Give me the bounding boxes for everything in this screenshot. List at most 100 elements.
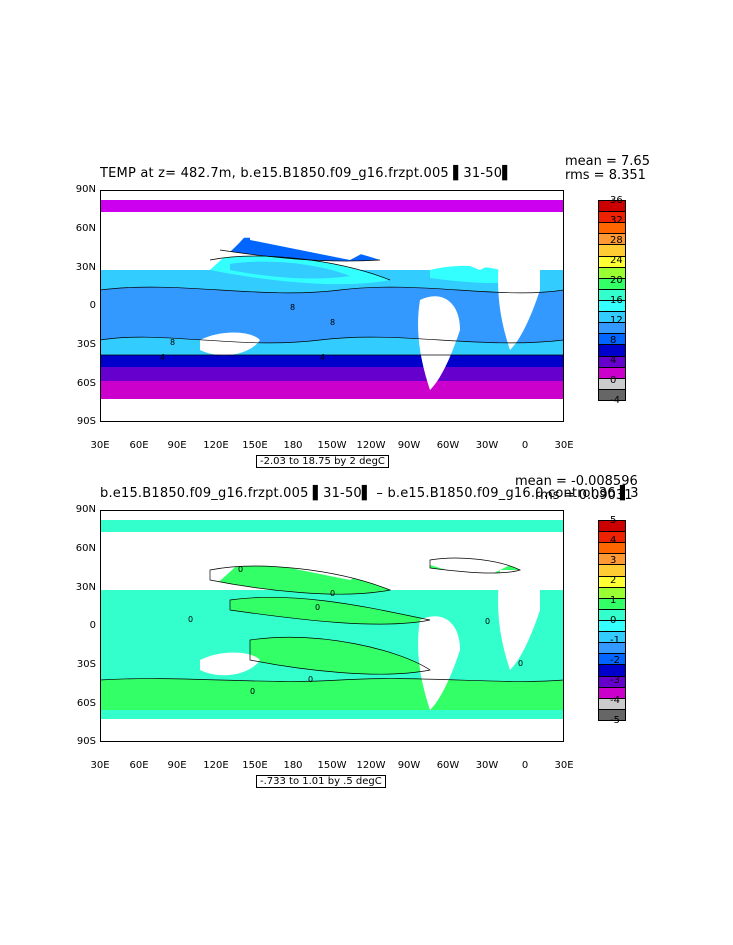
contour-label: 8 [330, 318, 335, 327]
contour-label: 0 [518, 659, 523, 668]
colorbar-label: 24 [610, 255, 623, 266]
antarctica-landmass [100, 399, 564, 422]
y-tick-label: 30N [75, 262, 96, 273]
australia-landmass [200, 332, 260, 356]
y-tick-label: 90S [76, 416, 96, 427]
x-tick-label: 180 [283, 760, 303, 771]
colorbar-swatch [598, 388, 626, 401]
x-tick-label: 150E [242, 440, 268, 451]
x-tick-label: 150W [317, 440, 347, 451]
x-tick-label: 60E [129, 440, 149, 451]
x-tick-label: 120W [356, 760, 386, 771]
colorbar-label: -1 [610, 635, 620, 646]
colorbar-label: 4 [610, 355, 617, 366]
x-tick-label: 30E [90, 440, 110, 451]
x-tick-label: 0 [521, 760, 529, 771]
colorbar-label: 4 [610, 535, 617, 546]
x-tick-label: 150W [317, 760, 347, 771]
x-tick-label: 150E [242, 760, 268, 771]
y-tick-label: 90N [75, 504, 96, 515]
y-tick-label: 30N [75, 582, 96, 593]
x-tick-label: 0 [521, 440, 529, 451]
y-tick-label: 90S [76, 736, 96, 747]
colorbar-label: 28 [610, 235, 623, 246]
x-tick-label: 120E [203, 760, 229, 771]
map-title: b.e15.B1850.f09_g16.frzpt.005 ▌31-50▌ – … [100, 486, 639, 501]
colorbar-label: 20 [610, 275, 623, 286]
colorbar-label: 3 [610, 555, 617, 566]
colorbar-swatch [598, 708, 626, 721]
north-america-landmass [250, 212, 430, 260]
contour-range-label: -2.03 to 18.75 by 2 degC [256, 455, 389, 468]
x-tick-label: 90W [397, 440, 421, 451]
x-tick-label: 60W [436, 440, 460, 451]
australia-landmass [200, 652, 260, 676]
x-tick-label: 60E [129, 760, 149, 771]
colorbar-label: -4 [610, 695, 620, 706]
y-tick-label: 60S [76, 698, 96, 709]
contour-label: 0 [238, 565, 243, 574]
difference-map: 0 0 0 0 0 0 0 0 [100, 510, 564, 742]
mean-value: mean = 7.65 [565, 154, 650, 169]
y-tick-label: 60N [75, 223, 96, 234]
contour-label: 0 [485, 617, 490, 626]
contour-label: 8 [290, 303, 295, 312]
x-tick-label: 30W [475, 760, 499, 771]
colorbar-label: 32 [610, 215, 623, 226]
x-tick-label: 30W [475, 440, 499, 451]
contour-label: 8 [170, 338, 175, 347]
colorbar-label: 0 [610, 375, 617, 386]
arctic-band [100, 520, 564, 532]
x-tick-label: 90E [167, 760, 187, 771]
x-tick-label: 90W [397, 760, 421, 771]
colorbar-label: -5 [610, 715, 620, 726]
asia-landmass [100, 532, 250, 590]
asia-landmass [100, 212, 250, 270]
colorbar-label: -3 [610, 675, 620, 686]
map-title: TEMP at z= 482.7m, b.e15.B1850.f09_g16.f… [100, 166, 513, 181]
colorbar-label: 16 [610, 295, 623, 306]
rms-value: rms = 8.351 [565, 168, 646, 183]
africa-landmass [498, 250, 540, 350]
temperature-map: 8 8 8 4 4 [100, 190, 564, 422]
x-tick-label: 120E [203, 440, 229, 451]
contour-label: 4 [160, 353, 165, 362]
map-frame [100, 510, 564, 742]
colorbar-label: -2 [610, 655, 620, 666]
arctic-band [100, 200, 564, 212]
south-america-landmass [418, 616, 460, 710]
contour-label: 0 [315, 603, 320, 612]
y-tick-label: 0 [89, 620, 96, 631]
x-tick-label: 180 [283, 440, 303, 451]
colorbar-label: -4 [610, 395, 620, 406]
contour-label: 0 [188, 615, 193, 624]
contour-range-label: -.733 to 1.01 by .5 degC [256, 775, 386, 788]
x-tick-label: 30E [554, 760, 574, 771]
antarctica-landmass [100, 719, 564, 742]
y-tick-label: 90N [75, 184, 96, 195]
x-tick-label: 60W [436, 760, 460, 771]
y-tick-label: 60S [76, 378, 96, 389]
x-tick-label: 120W [356, 440, 386, 451]
map-frame [100, 190, 564, 422]
difference-map-panel: b.e15.B1850.f09_g16.frzpt.005 ▌31-50▌ – … [0, 470, 733, 800]
colorbar-label: 1 [610, 595, 617, 606]
contour-label: 0 [250, 687, 255, 696]
colorbar-label: 0 [610, 615, 617, 626]
contour-label: 0 [308, 675, 313, 684]
colorbar-label: 12 [610, 315, 623, 326]
y-tick-label: 30S [76, 339, 96, 350]
x-tick-label: 90E [167, 440, 187, 451]
colorbar-label: 36 [610, 195, 623, 206]
y-tick-label: 30S [76, 659, 96, 670]
mean-value: mean = -0.008596 [515, 474, 638, 489]
colorbar-label: 5 [610, 515, 617, 526]
rms-value: rms = 0.09031 [535, 488, 633, 503]
x-tick-label: 30E [554, 440, 574, 451]
contour-label: 4 [320, 353, 325, 362]
y-tick-label: 60N [75, 543, 96, 554]
colorbar-label: 8 [610, 335, 617, 346]
contour-label: 0 [330, 589, 335, 598]
x-tick-label: 30E [90, 760, 110, 771]
colorbar-label: 2 [610, 575, 617, 586]
